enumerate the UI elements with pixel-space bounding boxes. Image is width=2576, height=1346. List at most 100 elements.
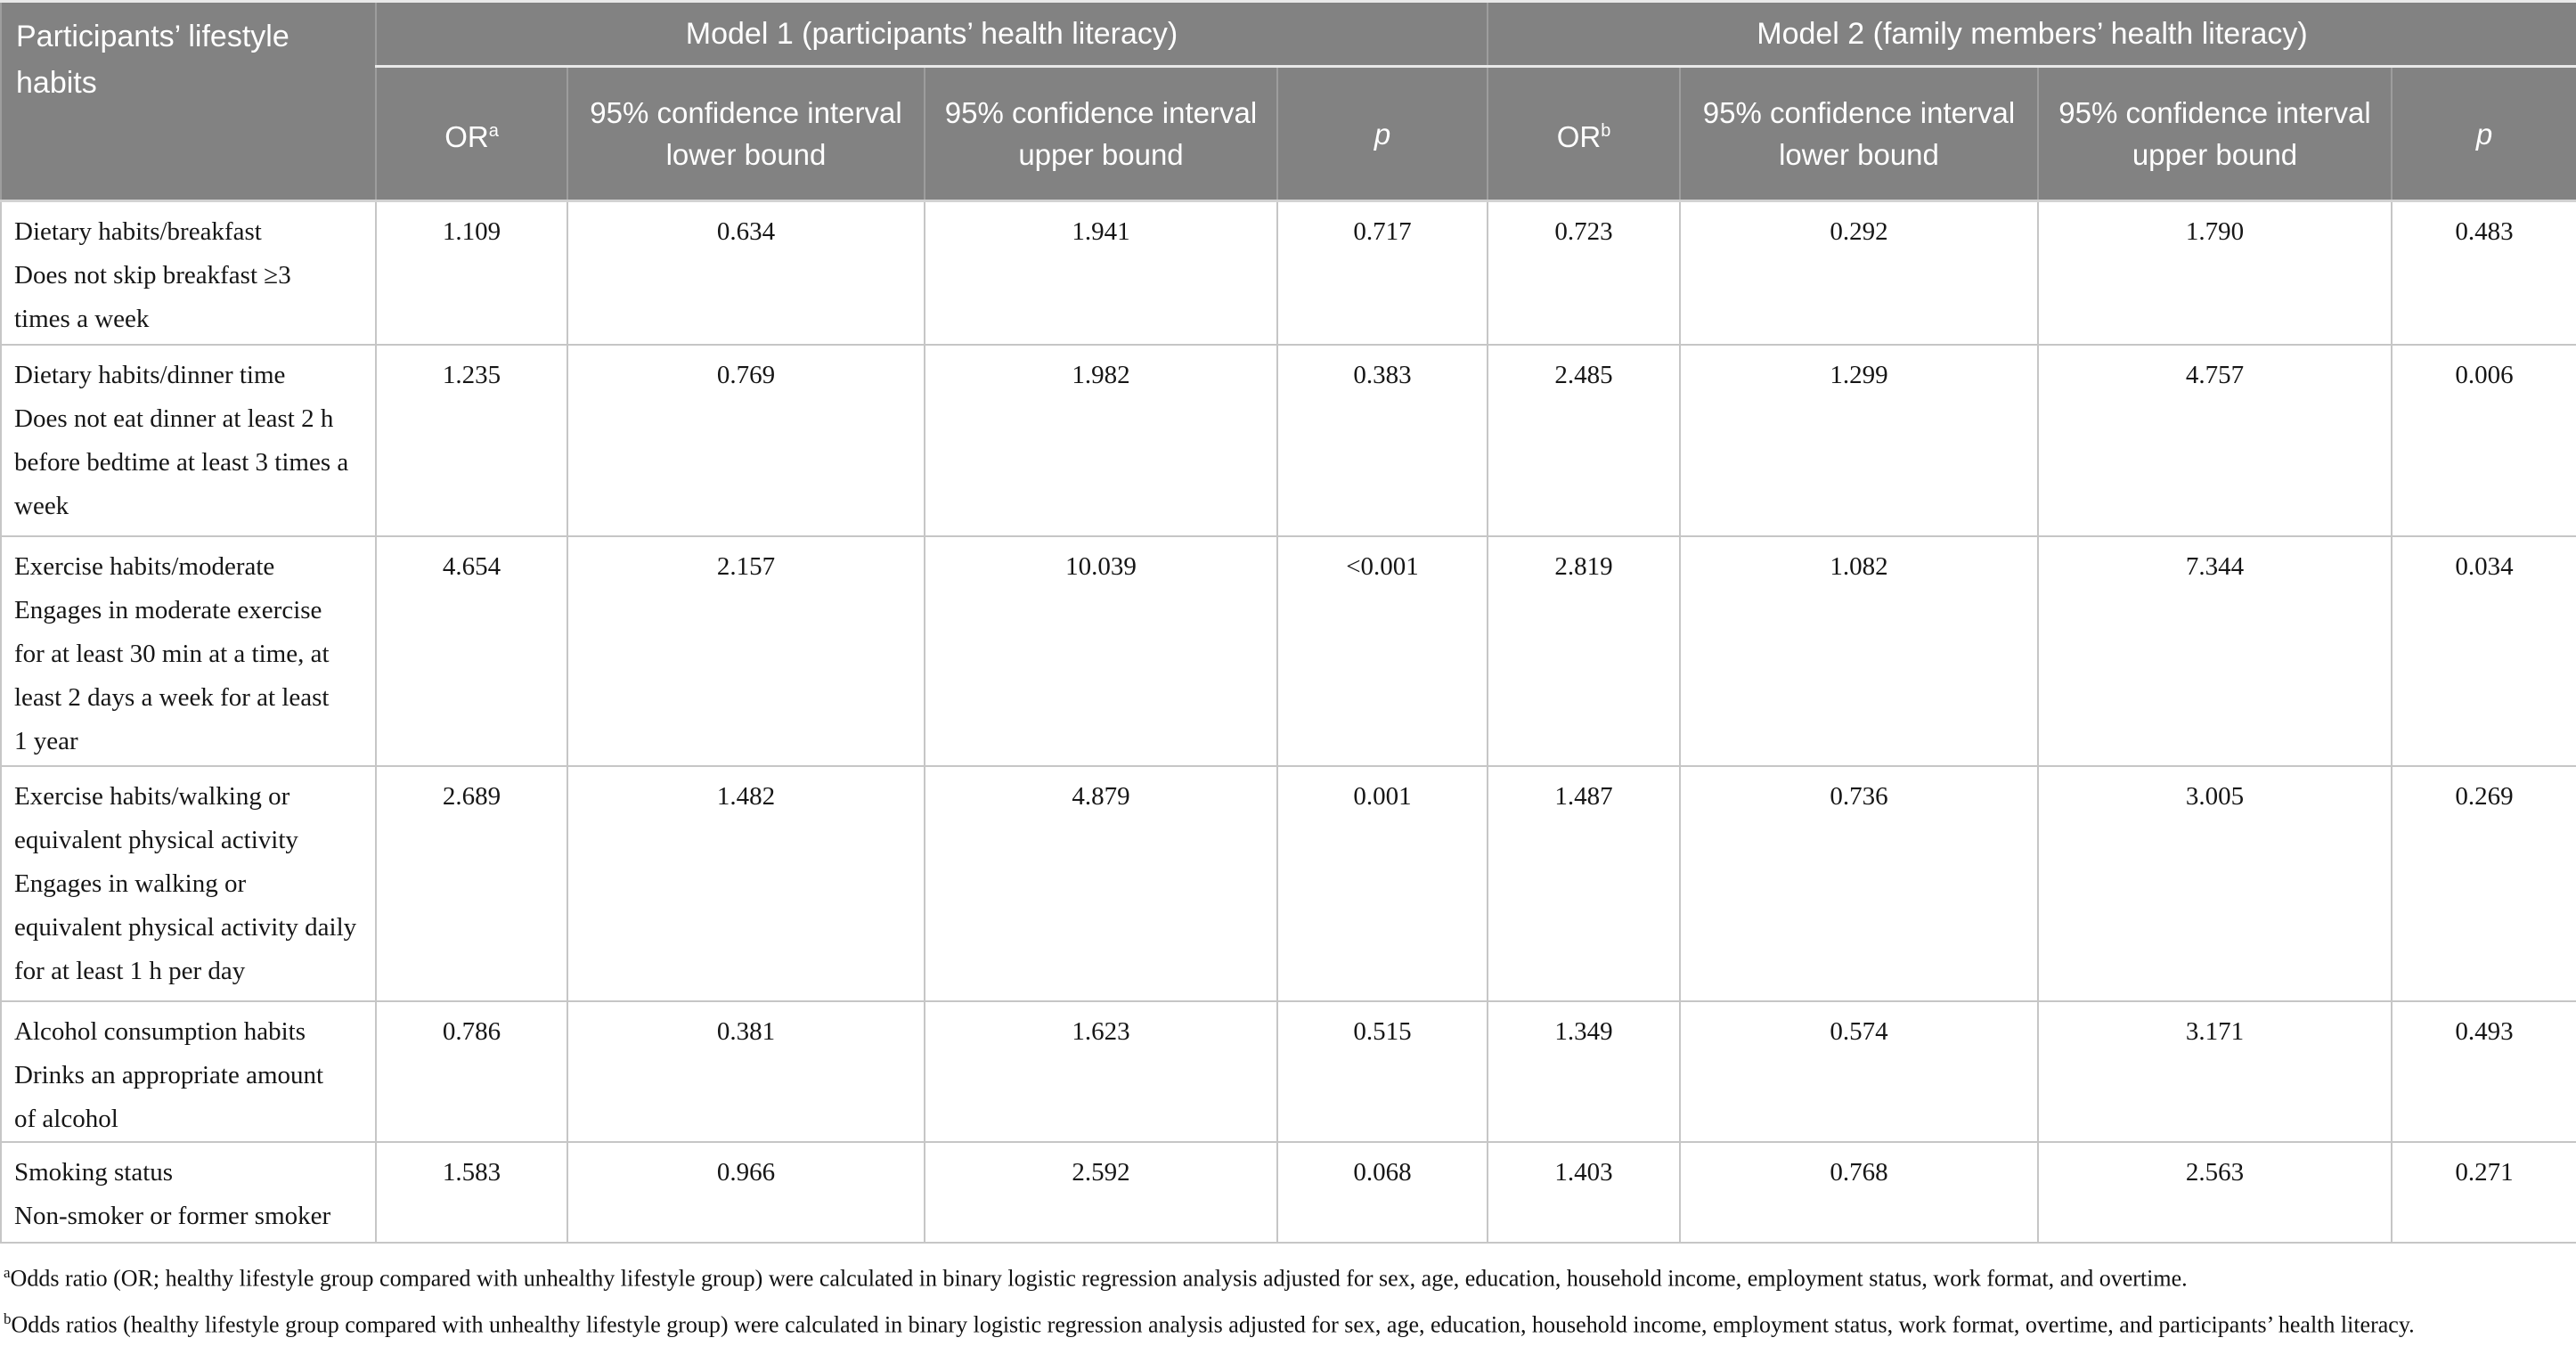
model2-p-header: p	[2391, 65, 2576, 202]
row-label-line: Dietary habits/dinner time	[14, 360, 286, 389]
m2-p-value: 0.006	[2391, 343, 2576, 537]
row-label-line: least 2 days a week for at least	[14, 682, 330, 712]
footnote-a: aOdds ratio (OR; healthy lifestyle group…	[4, 1252, 2572, 1300]
m1-p-value: 0.001	[1276, 764, 1488, 1002]
footnote-a-text: Odds ratio (OR; healthy lifestyle group …	[10, 1265, 2188, 1292]
m2-or-value: 2.485	[1487, 343, 1681, 537]
row-label-line: equivalent physical activity	[14, 825, 298, 854]
m1-or-value: 1.235	[375, 343, 568, 537]
m1-ci-lower-value: 0.634	[567, 200, 925, 346]
m2-ci-upper-value: 1.790	[2037, 200, 2393, 346]
m1-p-value: <0.001	[1276, 534, 1488, 767]
m1-ci-upper-value: 2.592	[924, 1140, 1278, 1244]
row-label-line: of alcohol	[14, 1104, 118, 1133]
table-body: Dietary habits/breakfast Does not skip b…	[0, 200, 2576, 1244]
table-row-breakfast: Dietary habits/breakfast Does not skip b…	[0, 200, 2576, 346]
row-label-line: Dietary habits/breakfast	[14, 217, 262, 246]
row-label: Exercise habits/moderate Engages in mode…	[0, 534, 377, 767]
m2-ci-lower-value: 1.082	[1679, 534, 2039, 767]
m2-p-value: 0.271	[2391, 1140, 2576, 1244]
row-label-line: Smoking status	[14, 1157, 174, 1187]
m1-ci-upper-value: 4.879	[924, 764, 1278, 1002]
model2-group-header: Model 2 (family members’ health literacy…	[1487, 0, 2576, 68]
model1-or-superscript: a	[488, 120, 499, 141]
table-row-moderate-exercise: Exercise habits/moderate Engages in mode…	[0, 534, 2576, 767]
footnote-b-superscript: b	[4, 1310, 12, 1328]
table-row-dinner-time: Dietary habits/dinner time Does not eat …	[0, 343, 2576, 537]
row-label-line: Alcohol consumption habits	[14, 1016, 306, 1046]
footnotes: aOdds ratio (OR; healthy lifestyle group…	[0, 1244, 2576, 1346]
m2-or-value: 1.403	[1487, 1140, 1681, 1244]
row-label-line: Engages in moderate exercise	[14, 595, 322, 624]
model2-ci-lower-header: 95% confidence interval lower bound	[1679, 65, 2039, 202]
m1-p-value: 0.515	[1276, 999, 1488, 1143]
m1-ci-lower-value: 0.966	[567, 1140, 925, 1244]
model1-ci-upper-header: 95% confidence interval upper bound	[924, 65, 1278, 202]
m1-ci-upper-value: 1.982	[924, 343, 1278, 537]
model2-ci-upper-header: 95% confidence interval upper bound	[2037, 65, 2393, 202]
m1-or-value: 1.109	[375, 200, 568, 346]
m2-p-value: 0.493	[2391, 999, 2576, 1143]
m2-or-value: 2.819	[1487, 534, 1681, 767]
m2-ci-lower-value: 0.292	[1679, 200, 2039, 346]
m2-ci-upper-value: 4.757	[2037, 343, 2393, 537]
model2-or-header: ORb	[1487, 65, 1681, 202]
row-label: Smoking status Non-smoker or former smok…	[0, 1140, 377, 1244]
row-label: Dietary habits/breakfast Does not skip b…	[0, 200, 377, 346]
corner-header: Participants’ lifestyle habits	[0, 0, 377, 202]
m2-ci-lower-value: 1.299	[1679, 343, 2039, 537]
odds-ratio-table: Participants’ lifestyle habits Model 1 (…	[0, 0, 2576, 1244]
header-group-row: Participants’ lifestyle habits Model 1 (…	[0, 0, 2576, 202]
table-row-smoking: Smoking status Non-smoker or former smok…	[0, 1140, 2576, 1244]
m1-ci-lower-value: 0.381	[567, 999, 925, 1143]
m2-ci-upper-value: 3.005	[2037, 764, 2393, 1002]
row-label-line: 1 year	[14, 726, 78, 755]
model1-ci-lower-header: 95% confidence interval lower bound	[567, 65, 925, 202]
m1-ci-lower-value: 0.769	[567, 343, 925, 537]
m2-ci-lower-value: 0.736	[1679, 764, 2039, 1002]
footnote-b-text: Odds ratios (healthy lifestyle group com…	[11, 1311, 2415, 1338]
row-label-line: before bedtime at least 3 times a	[14, 447, 349, 477]
row-label-line: week	[14, 491, 69, 520]
table-header: Participants’ lifestyle habits Model 1 (…	[0, 0, 2576, 202]
row-label-line: Engages in walking or	[14, 869, 247, 898]
footnote-b: bOdds ratios (healthy lifestyle group co…	[4, 1299, 2572, 1346]
m2-ci-upper-value: 2.563	[2037, 1140, 2393, 1244]
m2-ci-lower-value: 0.768	[1679, 1140, 2039, 1244]
footnote-a-superscript: a	[4, 1263, 11, 1281]
m1-ci-upper-value: 1.941	[924, 200, 1278, 346]
m1-or-value: 0.786	[375, 999, 568, 1143]
row-label-line: Drinks an appropriate amount	[14, 1060, 324, 1089]
m2-ci-upper-value: 7.344	[2037, 534, 2393, 767]
row-label-line: Does not skip breakfast ≥3	[14, 261, 291, 290]
model1-or-label: OR	[444, 119, 489, 153]
row-label: Exercise habits/walking or equivalent ph…	[0, 764, 377, 1002]
m2-or-value: 0.723	[1487, 200, 1681, 346]
row-label-line: for at least 1 h per day	[14, 956, 246, 985]
m2-p-value: 0.034	[2391, 534, 2576, 767]
model1-p-header: p	[1276, 65, 1488, 202]
model1-group-header: Model 1 (participants’ health literacy)	[375, 0, 1488, 68]
row-label-line: Non-smoker or former smoker	[14, 1201, 331, 1230]
table-row-walking: Exercise habits/walking or equivalent ph…	[0, 764, 2576, 1002]
row-label-line: for at least 30 min at a time, at	[14, 639, 330, 668]
row-label: Alcohol consumption habits Drinks an app…	[0, 999, 377, 1143]
row-label: Dietary habits/dinner time Does not eat …	[0, 343, 377, 537]
m1-ci-upper-value: 10.039	[924, 534, 1278, 767]
m1-p-value: 0.717	[1276, 200, 1488, 346]
m1-or-value: 1.583	[375, 1140, 568, 1244]
m1-ci-lower-value: 1.482	[567, 764, 925, 1002]
m1-p-value: 0.383	[1276, 343, 1488, 537]
model2-or-superscript: b	[1601, 120, 1611, 141]
model1-or-header: ORa	[375, 65, 568, 202]
m2-p-value: 0.269	[2391, 764, 2576, 1002]
m1-ci-lower-value: 2.157	[567, 534, 925, 767]
row-label-line: Exercise habits/moderate	[14, 551, 275, 581]
m2-p-value: 0.483	[2391, 200, 2576, 346]
m1-p-value: 0.068	[1276, 1140, 1488, 1244]
table-row-alcohol: Alcohol consumption habits Drinks an app…	[0, 999, 2576, 1143]
row-label-line: Exercise habits/walking or	[14, 781, 290, 811]
row-label-line: times a week	[14, 305, 150, 333]
m2-or-value: 1.487	[1487, 764, 1681, 1002]
model2-or-label: OR	[1556, 119, 1602, 153]
